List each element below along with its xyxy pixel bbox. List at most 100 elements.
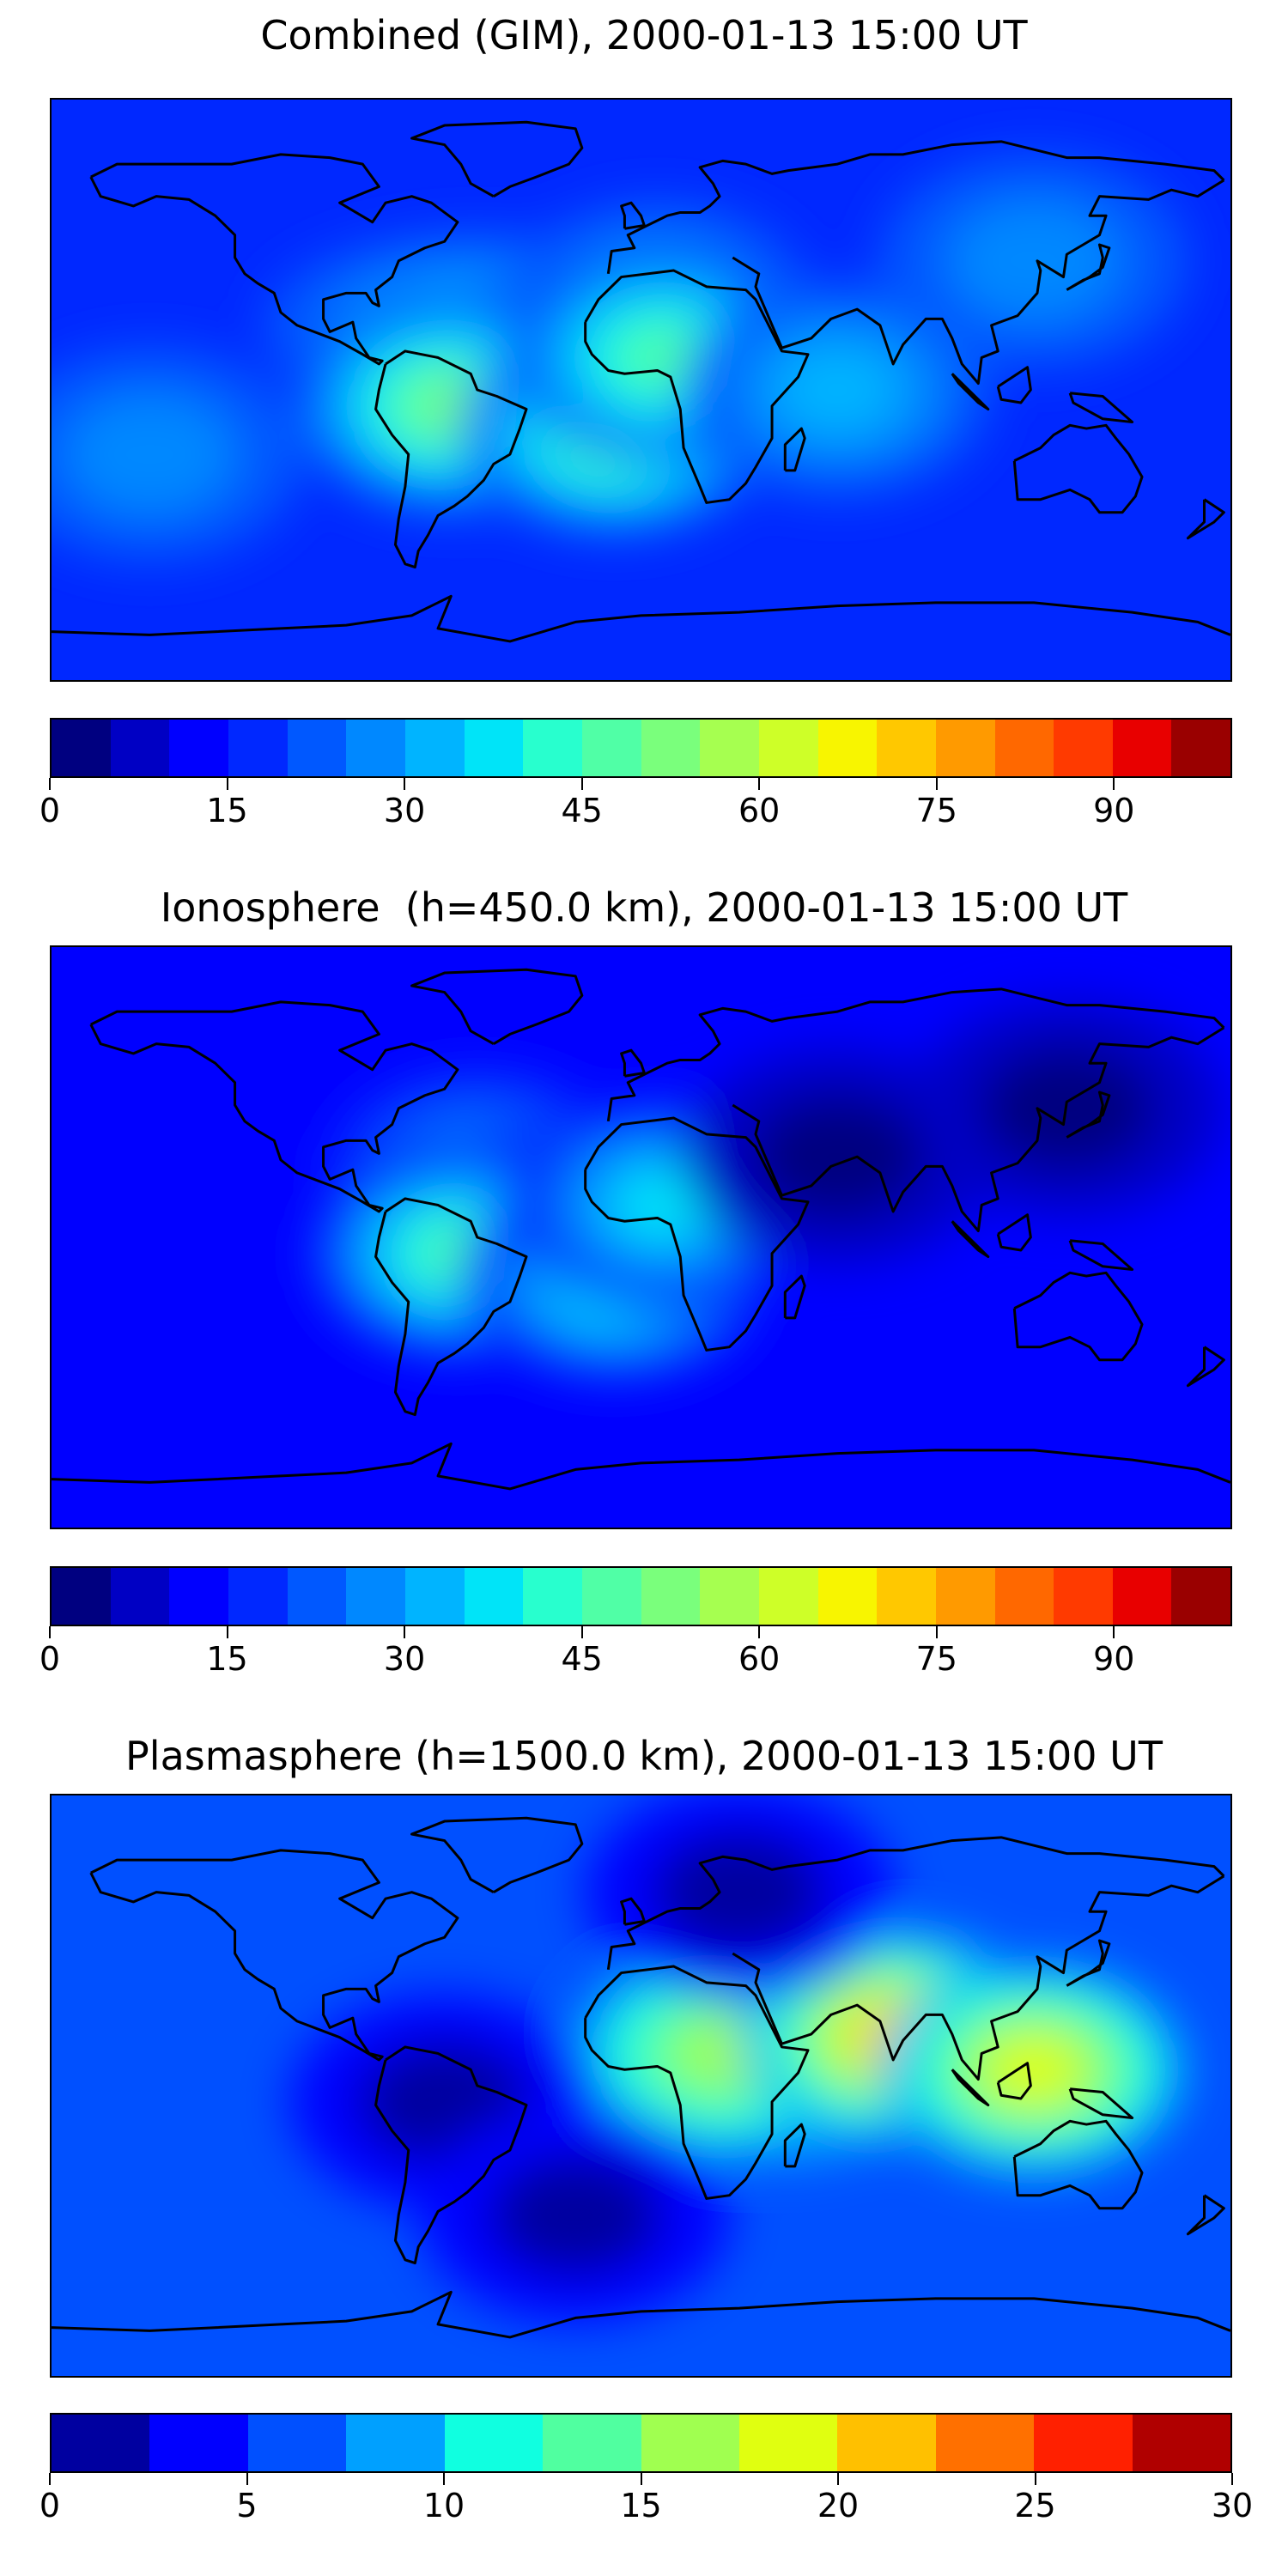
- colorbar-segment: [404, 720, 465, 776]
- colorbar-tick: [443, 2473, 445, 2485]
- colorbar-tick: [758, 778, 761, 790]
- coastline-12: [951, 1220, 990, 1259]
- colorbar-tick-label: 30: [383, 792, 426, 829]
- coastline-9: [1066, 1091, 1111, 1139]
- colorbar-segment: [52, 720, 111, 776]
- coastline-4: [732, 1026, 1225, 1232]
- colorbar-segment: [523, 720, 582, 776]
- colorbar-segment: [994, 1568, 1054, 1625]
- coastline-13: [996, 1213, 1032, 1252]
- coastline-0: [89, 1849, 459, 2062]
- colorbar-segment: [641, 1568, 701, 1625]
- colorbar-tick: [640, 2473, 642, 2485]
- coastline-9: [1066, 243, 1111, 291]
- map-combined[interactable]: [50, 98, 1232, 682]
- colorbar-tick-label: 75: [915, 792, 957, 829]
- colorbar-segment: [877, 1568, 936, 1625]
- colorbar-tick: [1034, 2473, 1036, 2485]
- colorbar-segment: [581, 1568, 641, 1625]
- coastline-10: [620, 1897, 646, 1926]
- colorbar-segment: [464, 720, 524, 776]
- colorbar-segment: [700, 1568, 759, 1625]
- colorbar-segment: [464, 1568, 524, 1625]
- coastline-3: [606, 987, 1225, 1122]
- colorbar-ionosphere: [50, 1566, 1232, 1626]
- map-plasmasphere[interactable]: [50, 1794, 1232, 2378]
- coastline-0: [89, 1000, 459, 1213]
- colorbar-segment: [52, 1568, 111, 1625]
- colorbar-segment: [641, 2415, 739, 2471]
- field-contour-8-1: [948, 200, 1121, 321]
- coastline-4: [732, 179, 1225, 385]
- coastlines: [52, 1816, 1230, 2339]
- colorbar-tick-label: 0: [39, 1640, 61, 1678]
- colorbar-tick: [1113, 778, 1115, 790]
- map-ionosphere[interactable]: [50, 945, 1232, 1529]
- colorbar-segment: [228, 720, 288, 776]
- coastline-0: [89, 153, 459, 366]
- colorbar-segment: [346, 1568, 405, 1625]
- panel-title-plasmasphere: Plasmasphere (h=1500.0 km), 2000-01-13 1…: [125, 1733, 1163, 1779]
- coastline-8: [783, 1274, 806, 1320]
- colorbar-tick-label: 60: [738, 1640, 781, 1678]
- coastline-8: [783, 2123, 806, 2168]
- coastline-2: [584, 1116, 810, 1352]
- colorbar-segment: [738, 2415, 838, 2471]
- colorbar-tick-label: 25: [1014, 2487, 1056, 2524]
- colorbar-segment: [110, 1568, 170, 1625]
- colorbar-segment: [169, 720, 228, 776]
- colorbar-tick-label: 15: [620, 2487, 662, 2524]
- field-contour-3-4: [989, 2038, 1079, 2102]
- colorbar-tick-label: 0: [39, 792, 61, 829]
- colorbar-segment: [581, 720, 641, 776]
- coastline-11: [1186, 498, 1225, 540]
- coastline-6: [410, 1816, 584, 1893]
- coastline-8: [783, 427, 806, 472]
- coastline-13: [996, 2062, 1032, 2100]
- colorbar-segment: [1171, 720, 1230, 776]
- colorbar-combined: [50, 718, 1232, 778]
- colorbar-tick-label: 45: [561, 792, 603, 829]
- coastline-1: [374, 349, 528, 569]
- colorbar-segment: [346, 2415, 445, 2471]
- colorbar-segment: [346, 720, 405, 776]
- coastline-7: [52, 2290, 1230, 2339]
- colorbar-tick-label: 60: [738, 792, 781, 829]
- colorbar-segment: [444, 2415, 544, 2471]
- coastline-1: [374, 1197, 528, 1417]
- colorbar-segment: [1054, 720, 1113, 776]
- colorbar-tick: [404, 778, 406, 790]
- colorbar-tick: [226, 1626, 228, 1638]
- colorbar-tick: [1231, 2473, 1233, 2485]
- panel-title-combined: Combined (GIM), 2000-01-13 15:00 UT: [260, 12, 1028, 58]
- coastline-14: [1068, 392, 1134, 424]
- colorbar-tick-label: 90: [1093, 792, 1135, 829]
- colorbar-segment: [523, 1568, 582, 1625]
- field-contour-4-4: [619, 1173, 709, 1237]
- field-contour-5-1: [489, 2154, 662, 2275]
- coastline-12: [951, 373, 990, 411]
- coastline-6: [410, 968, 584, 1045]
- coastline-5: [1012, 2119, 1144, 2210]
- map-ionosphere-field: [52, 947, 1230, 1528]
- coastline-7: [52, 594, 1230, 643]
- map-combined-field: [52, 100, 1230, 680]
- coastline-9: [1066, 1939, 1111, 1987]
- coastline-3: [606, 140, 1225, 275]
- colorbar-tick-label: 15: [206, 1640, 248, 1678]
- colorbar-tick: [404, 1626, 406, 1638]
- colorbar-segment: [110, 720, 170, 776]
- colorbar-tick-label: 90: [1093, 1640, 1135, 1678]
- coastline-10: [620, 1048, 646, 1078]
- field-contour-6-1: [653, 1832, 825, 1953]
- colorbar-tick: [246, 2473, 248, 2485]
- colorbar-plasmasphere: [50, 2413, 1232, 2473]
- colorbar-segment: [700, 720, 759, 776]
- colorbar-segment: [228, 1568, 288, 1625]
- colorbar-tick: [837, 2473, 839, 2485]
- colorbar-tick: [935, 778, 938, 790]
- colorbar-tick-label: 15: [206, 792, 248, 829]
- colorbar-tick-label: 75: [915, 1640, 957, 1678]
- colorbar-segment: [1112, 720, 1172, 776]
